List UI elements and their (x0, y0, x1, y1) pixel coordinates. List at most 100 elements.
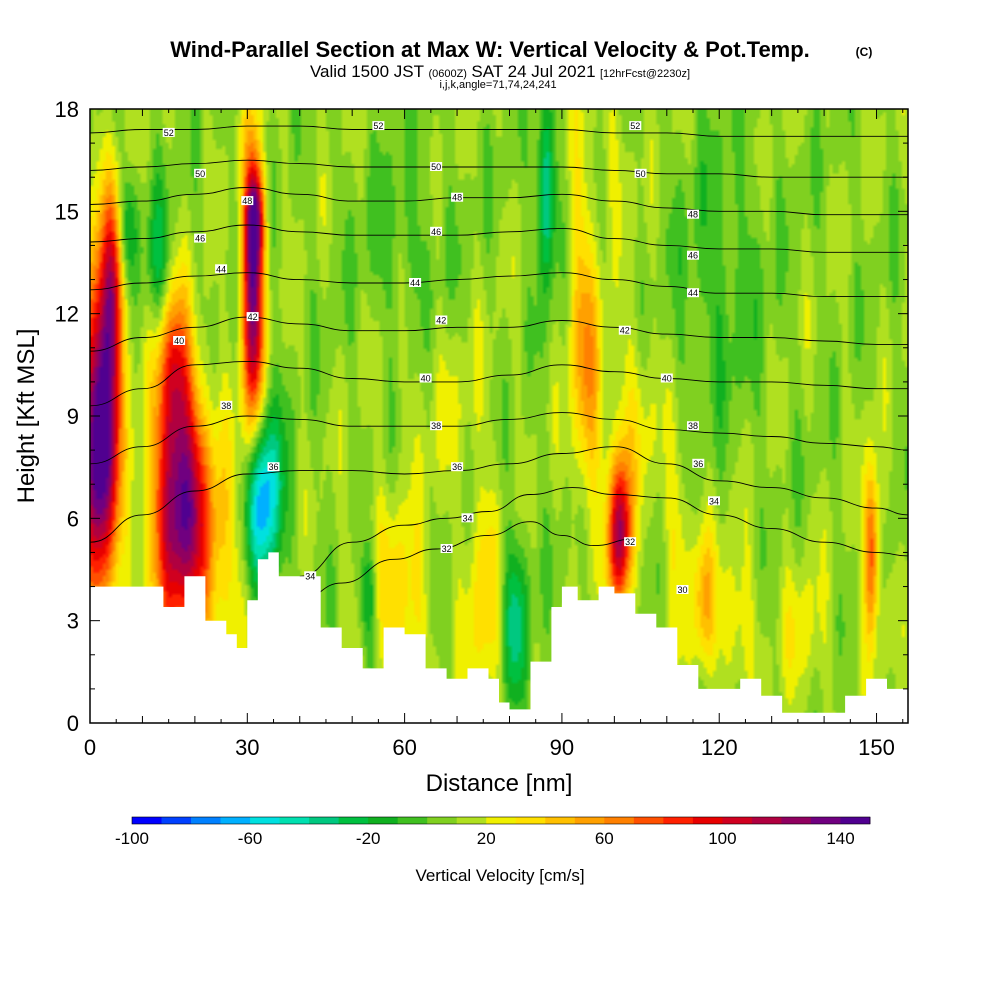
svg-text:52: 52 (630, 121, 640, 131)
colorbar-swatch (279, 817, 310, 824)
svg-text:44: 44 (216, 264, 226, 274)
isentrope-32 (299, 521, 636, 601)
x-tick-label: 60 (392, 735, 416, 760)
colorbar-swatch (132, 817, 162, 824)
x-tick-label: 0 (84, 735, 96, 760)
contour-label: 44 (409, 278, 422, 288)
isentrope-50 (90, 159, 908, 178)
y-tick-label: 9 (67, 404, 79, 429)
colorbar-swatch (604, 817, 635, 824)
contour-label: 48 (451, 192, 464, 203)
colorbar-swatch (663, 817, 694, 824)
svg-text:46: 46 (688, 251, 698, 261)
colorbar-swatch (250, 817, 280, 824)
isentrope-36 (90, 446, 908, 543)
potential-temperature-contours (90, 125, 908, 601)
contour-label: 48 (241, 196, 254, 206)
svg-text:48: 48 (452, 193, 462, 203)
colorbar-tick-label: 20 (477, 829, 496, 848)
isentrope-34 (299, 487, 908, 577)
contour-label: 52 (372, 121, 385, 131)
x-tick-label: 150 (858, 735, 895, 760)
isentrope-42 (90, 316, 908, 352)
isentrope-44 (90, 272, 908, 298)
svg-text:46: 46 (431, 227, 441, 237)
contour-labels: 52 52 52 50 50 50 48 48 48 46 46 46 44 44 44 42 42 42 40 40… (162, 121, 720, 595)
contour-label: 40 (660, 373, 673, 384)
contour-label: 44 (215, 264, 228, 274)
contour-label: 32 (624, 537, 637, 547)
contour-label: 40 (173, 336, 186, 346)
y-axis-title: Height [Kft MSL] (13, 329, 40, 504)
colorbar-swatch (309, 817, 340, 824)
svg-text:44: 44 (688, 288, 698, 298)
x-axis-title: Distance [nm] (426, 770, 573, 797)
svg-text:34: 34 (462, 513, 472, 523)
contour-label: 32 (440, 544, 453, 554)
colorbar-swatch (810, 817, 841, 824)
svg-text:52: 52 (164, 128, 174, 138)
svg-text:36: 36 (452, 462, 462, 472)
colorbar-swatch (338, 817, 369, 824)
svg-text:34: 34 (305, 571, 315, 581)
chart-title: Wind-Parallel Section at Max W: Vertical… (170, 37, 810, 62)
isentrope-52 (90, 125, 908, 137)
contour-label: 46 (194, 233, 207, 244)
contour-label: 30 (676, 585, 689, 595)
terrain-mask (90, 552, 908, 723)
svg-text:50: 50 (195, 169, 205, 179)
contour-label: 34 (461, 513, 474, 523)
contour-label: 40 (419, 373, 432, 384)
colorbar-swatch (427, 817, 458, 824)
svg-text:38: 38 (431, 421, 441, 431)
contour-label: 42 (246, 312, 259, 322)
contour-label: 34 (304, 571, 317, 581)
svg-text:48: 48 (688, 210, 698, 220)
colorbar-title: Vertical Velocity [cm/s] (415, 866, 584, 885)
colorbar-swatch (722, 817, 753, 824)
colorbar-swatch (368, 817, 399, 824)
isentrope-38 (90, 412, 908, 465)
colorbar-swatch (456, 817, 487, 824)
colorbar-tick-label: 60 (595, 829, 614, 848)
svg-text:38: 38 (221, 401, 231, 411)
colorbar-swatch (751, 817, 782, 824)
grid-indices: i,j,k,angle=71,74,24,241 (439, 79, 556, 91)
colorbar: -100 -60 -20 20 60 100 140 (115, 816, 871, 848)
contour-label: 42 (435, 315, 448, 326)
svg-text:50: 50 (431, 162, 441, 172)
colorbar-swatch (574, 817, 605, 824)
contour-label: 38 (220, 400, 233, 411)
colorbar-tick-label: -20 (356, 829, 381, 848)
svg-text:42: 42 (436, 316, 446, 326)
svg-text:52: 52 (373, 121, 383, 131)
contour-label: 50 (430, 162, 443, 172)
valid-time-line: Valid 1500 JST (0600Z) SAT 24 Jul 2021 [… (310, 62, 690, 81)
contour-label: 44 (687, 288, 699, 298)
isentrope-48 (90, 187, 908, 216)
contour-label: 34 (708, 496, 720, 506)
colorbar-tick-label: 100 (708, 829, 736, 848)
isentrope-40 (90, 360, 908, 407)
colorbar-swatch (220, 817, 251, 824)
plot-area: 52 52 52 50 50 50 48 48 48 46 46 46 44 44 44 42 42 42 40 40… (55, 97, 909, 760)
copyright-mark: (C) (856, 45, 873, 59)
x-tick-label: 30 (235, 735, 259, 760)
x-tick-label: 120 (701, 735, 738, 760)
contour-label: 52 (629, 121, 642, 131)
contour-label: 42 (618, 325, 631, 336)
colorbar-tick-label: 140 (826, 829, 854, 848)
isentrope-46 (90, 224, 908, 253)
svg-text:40: 40 (421, 374, 431, 384)
svg-text:42: 42 (248, 312, 258, 322)
contour-label: 50 (194, 168, 207, 179)
y-tick-label: 6 (67, 506, 79, 531)
y-tick-label: 3 (67, 609, 79, 634)
x-tick-label: 90 (550, 735, 574, 760)
contour-label: 52 (162, 128, 175, 138)
contour-label: 46 (430, 226, 443, 237)
svg-text:50: 50 (636, 169, 646, 179)
svg-text:32: 32 (625, 537, 635, 547)
contour-label: 36 (451, 462, 464, 472)
colorbar-swatch (545, 817, 576, 824)
